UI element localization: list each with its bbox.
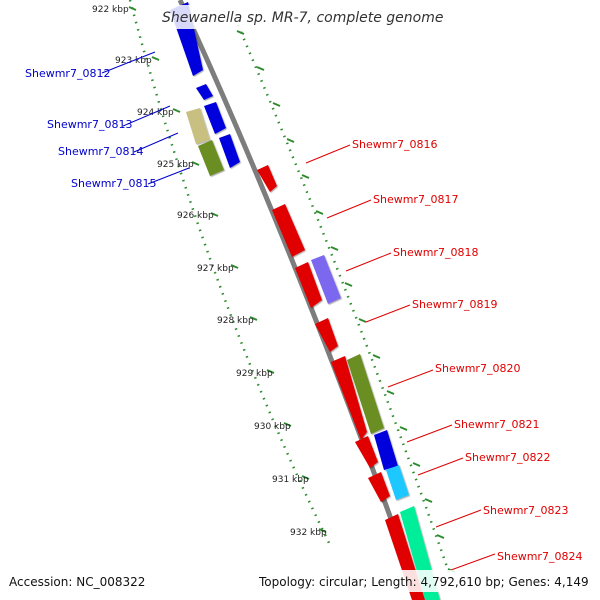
ruler-tick <box>272 102 281 107</box>
leader-line <box>450 553 496 571</box>
gene-label-0820[interactable]: Shewmr7_0820 <box>435 362 520 375</box>
gene-label-0823[interactable]: Shewmr7_0823 <box>483 504 568 517</box>
gene-label-0812[interactable]: Shewmr7_0812 <box>25 67 110 80</box>
gene-label-0817[interactable]: Shewmr7_0817 <box>373 193 458 206</box>
ruler-tick <box>256 66 265 71</box>
ruler-tick <box>399 426 408 431</box>
gene-arrow-0822b[interactable] <box>368 472 390 502</box>
gene-arrow-0821b[interactable] <box>355 436 378 468</box>
ruler-tick <box>172 108 181 113</box>
kbp-label: 922 kbp <box>92 5 129 15</box>
ruler-tick <box>436 534 445 539</box>
ruler-tick <box>301 475 310 480</box>
right-strand-genes <box>257 165 440 600</box>
gene-label-0816[interactable]: Shewmr7_0816 <box>352 138 437 151</box>
ruler-tick <box>191 161 200 166</box>
ruler-line-left <box>128 0 332 546</box>
kbp-label: 929 kbp <box>236 369 273 379</box>
leader-line <box>133 132 179 153</box>
gene-label-0824[interactable]: Shewmr7_0824 <box>497 550 582 563</box>
ruler-tick <box>386 390 395 395</box>
kbp-label: 931 kbp <box>272 475 309 485</box>
genome-backbone <box>177 0 423 600</box>
gene-arrow-0818[interactable] <box>311 255 341 304</box>
ruler-tick <box>330 246 339 251</box>
gene-arrow-left-0814a[interactable] <box>204 102 226 134</box>
ruler-ticks-left <box>128 6 327 533</box>
left-gene-labels: Shewmr7_0812 Shewmr7_0813 Shewmr7_0814 S… <box>25 51 190 190</box>
ruler-tick <box>151 56 160 61</box>
ruler-tick <box>128 6 137 11</box>
gene-arrow-left-0812b[interactable] <box>196 84 213 100</box>
leader-line <box>305 144 351 164</box>
gene-label-0822[interactable]: Shewmr7_0822 <box>465 451 550 464</box>
ruler-tick <box>286 138 295 143</box>
ruler-tick <box>301 174 310 179</box>
kbp-label: 932 kbp <box>290 528 327 538</box>
leader-line <box>387 369 434 388</box>
kbp-label: 927 kbp <box>197 264 234 274</box>
gene-label-0815[interactable]: Shewmr7_0815 <box>71 177 156 190</box>
kbp-label: 930 kbp <box>254 422 291 432</box>
gene-label-0818[interactable]: Shewmr7_0818 <box>393 246 478 259</box>
ruler-tick <box>283 422 292 427</box>
right-gene-labels: Shewmr7_0816 Shewmr7_0817 Shewmr7_0818 S… <box>305 138 582 571</box>
map-title: Shewanella sp. MR-7, complete genome <box>162 10 443 26</box>
ruler-tick <box>230 264 239 269</box>
gene-arrow-0820b[interactable] <box>331 356 367 440</box>
leader-line <box>365 304 411 323</box>
leader-line <box>417 457 464 476</box>
leader-line <box>435 509 482 528</box>
gene-label-0814[interactable]: Shewmr7_0814 <box>58 145 143 158</box>
leader-line <box>147 167 190 185</box>
ruler-tick <box>358 318 367 323</box>
title-backdrop <box>155 5 445 29</box>
kbp-label: 925 kbp <box>157 160 194 170</box>
gene-arrow-left-0814[interactable] <box>219 134 240 168</box>
ruler-tick <box>344 282 353 287</box>
gene-label-0821[interactable]: Shewmr7_0821 <box>454 418 539 431</box>
kbp-label: 926 kbp <box>177 211 214 221</box>
gene-arrow-0816[interactable] <box>257 165 277 192</box>
topology-text: Topology: circular; Length: 4,792,610 bp… <box>258 575 589 589</box>
ruler-tick <box>372 354 381 359</box>
gene-arrow-0817[interactable] <box>272 204 305 257</box>
leader-line <box>326 199 372 219</box>
ruler-tick <box>249 316 258 321</box>
footer-backdrop <box>0 570 600 592</box>
kbp-label: 924 kbp <box>137 108 174 118</box>
ruler-tick <box>236 30 245 35</box>
accession-text: Accession: NC_008322 <box>9 575 145 589</box>
gene-arrow-0822[interactable] <box>386 465 409 500</box>
gene-arrow-0821[interactable] <box>374 430 398 470</box>
ruler-tick <box>315 210 324 215</box>
ruler-tick <box>318 528 327 533</box>
ruler-line-right <box>236 24 457 591</box>
gene-label-0819[interactable]: Shewmr7_0819 <box>412 298 497 311</box>
gene-arrow-0819b[interactable] <box>315 318 338 352</box>
ruler-tick <box>412 462 421 467</box>
leader-line <box>101 51 156 74</box>
ruler-tick <box>424 498 433 503</box>
ruler-ticks-right <box>236 30 456 573</box>
gene-arrow-0820[interactable] <box>347 354 384 434</box>
gene-arrow-0819a[interactable] <box>295 262 322 308</box>
gene-arrow-left-0815[interactable] <box>198 140 224 176</box>
gene-label-0813[interactable]: Shewmr7_0813 <box>47 118 132 131</box>
leader-line <box>345 252 392 272</box>
leader-line <box>122 105 171 127</box>
kbp-label: 928 kbp <box>217 316 254 326</box>
ruler-tick <box>210 212 219 217</box>
ruler-tick <box>266 369 275 374</box>
gene-arrow-left-0813[interactable] <box>186 108 210 144</box>
leader-line <box>406 424 453 443</box>
